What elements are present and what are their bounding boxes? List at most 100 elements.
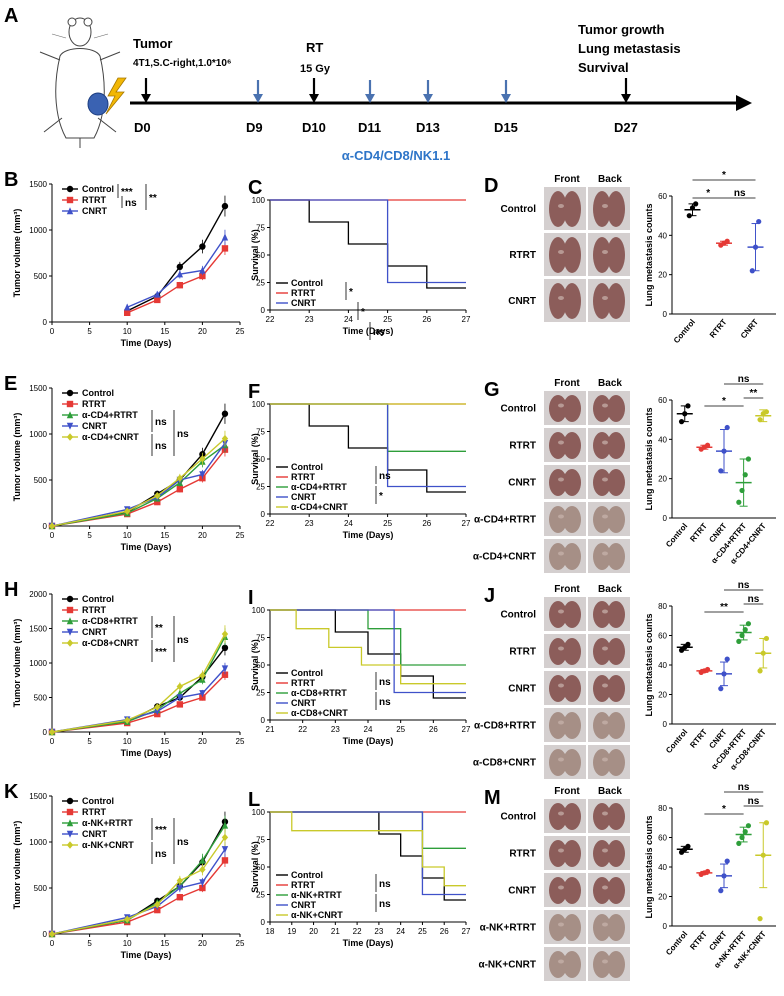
group-α-CD8+CNRT: α-CD8+CNRT <box>728 635 772 772</box>
x-axis-label: Time (Days) <box>343 736 394 746</box>
data-point <box>176 282 184 289</box>
lung-images-j: J Front Back Control RTRT CNRT α-CD8+RTRT α-CD8… <box>473 584 630 779</box>
data-point <box>721 873 727 879</box>
mouse-icon <box>39 17 127 148</box>
lung-lobe <box>563 395 581 422</box>
data-point <box>176 894 184 901</box>
x-tick-label: 25 <box>236 327 245 336</box>
legend-marker <box>66 628 74 636</box>
data-point <box>704 666 711 673</box>
stat-label: ns <box>738 782 750 793</box>
panel-label: E <box>4 373 17 395</box>
legend-label: α-NK+RTRT <box>291 890 342 900</box>
series-RTRT <box>48 853 229 938</box>
y-tick-label: 0 <box>261 510 266 519</box>
x-axis-label: Time (Days) <box>343 530 394 540</box>
x-tick-label: 10 <box>123 737 132 746</box>
lung-highlight <box>602 296 608 300</box>
lung-row-label: α-CD4+CNRT <box>473 552 536 563</box>
y-tick-label: 20 <box>658 271 667 280</box>
lung-lobe <box>607 283 625 319</box>
data-point <box>724 238 730 244</box>
lung-row-label: Control <box>500 610 536 621</box>
x-tick-label: 10 <box>123 531 132 540</box>
group-CNRT: CNRT <box>739 218 764 340</box>
y-tick-label: 20 <box>658 475 667 484</box>
lung-row-label: Control <box>500 812 536 823</box>
data-point <box>745 456 752 462</box>
legend-label: CNRT <box>82 206 107 216</box>
x-tick-label: 0 <box>50 939 55 948</box>
y-tick-label: 60 <box>658 632 667 641</box>
x-tick-label: 27 <box>462 315 471 324</box>
lung-lobe <box>607 675 625 702</box>
stat-label: ** <box>149 193 157 204</box>
lung-lobe <box>593 803 611 830</box>
survival-chart-l: L 18 19 20 21 22 23 24 25 26 27 0 25 50 75 100 Time (Day… <box>248 789 471 948</box>
stat-label: * <box>379 491 383 502</box>
significance: ***ns ** <box>117 184 157 210</box>
lung-row-label: CNRT <box>508 296 536 307</box>
lung-lobe <box>563 803 581 830</box>
y-axis-label: Lung metastasis counts <box>644 203 654 306</box>
y-tick-label: 1000 <box>29 659 47 668</box>
lung-lobe <box>563 506 581 533</box>
timeline-arrow-head-2 <box>309 94 319 103</box>
data-point <box>154 900 161 909</box>
data-point <box>176 474 184 482</box>
data-point <box>742 829 748 835</box>
stat-label: * <box>361 307 365 318</box>
timeline-arrow-head-4 <box>423 94 433 103</box>
x-axis-label: Time (Days) <box>121 338 172 348</box>
legend-label: CNRT <box>291 900 316 910</box>
data-point <box>745 823 752 829</box>
y-axis-label: Survival (%) <box>250 639 260 691</box>
x-tick-label: 27 <box>462 725 471 734</box>
lung-row-label: α-CD4+RTRT <box>474 515 536 526</box>
lung-lobe <box>593 506 611 533</box>
panel-label: J <box>484 585 495 607</box>
stat-label: ** <box>750 388 758 399</box>
legend-label: α-CD4+RTRT <box>82 410 138 420</box>
lung-lobe <box>563 675 581 702</box>
data-point <box>199 455 206 463</box>
data-point <box>724 656 730 662</box>
legend-label: Control <box>82 796 114 806</box>
category-label: Control <box>672 318 697 346</box>
data-point <box>752 244 759 250</box>
legend-label: CNRT <box>291 698 316 708</box>
y-tick-label: 0 <box>261 306 266 315</box>
y-tick-label: 0 <box>43 318 48 327</box>
data-point <box>199 884 206 892</box>
y-tick-label: 50 <box>256 455 265 464</box>
lung-row-label: CNRT <box>508 886 536 897</box>
lung-lobe <box>593 951 611 978</box>
y-axis-label: Lung metastasis counts <box>644 613 654 716</box>
front-header: Front <box>554 174 580 185</box>
lung-highlight <box>558 440 564 445</box>
series-Control <box>48 403 229 530</box>
lung-lobe <box>563 543 581 570</box>
y-tick-label: 20 <box>658 691 667 700</box>
lung-lobe <box>593 543 611 570</box>
legend-label: CNRT <box>82 627 107 637</box>
data-point <box>756 218 762 225</box>
timeline-day-2: D10 <box>302 120 326 135</box>
data-point <box>221 821 229 829</box>
group-RTRT: RTRT <box>708 238 732 340</box>
stat-label: ns <box>748 796 760 807</box>
x-tick-label: 5 <box>87 939 92 948</box>
stat-label: *** <box>155 825 167 836</box>
panel-label: F <box>248 381 260 403</box>
significance: ns ns <box>375 874 391 912</box>
lung-images-d: D Front Back Control RTRT CNRT <box>484 174 630 322</box>
legend-marker <box>66 841 74 849</box>
lung-lobe <box>549 432 567 459</box>
significance: ns ns <box>375 672 391 710</box>
data-point <box>176 694 184 702</box>
data-point <box>199 266 206 274</box>
lung-lobe <box>563 283 581 319</box>
y-tick-label: 0 <box>261 918 266 927</box>
